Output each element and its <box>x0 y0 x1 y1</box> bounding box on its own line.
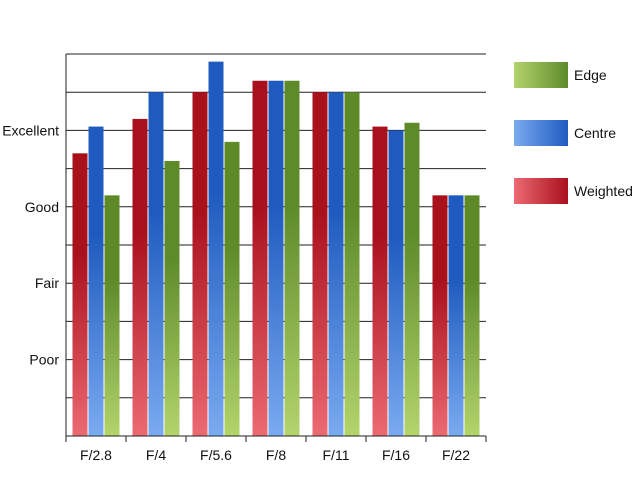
x-tick-label-f-5-6: F/5.6 <box>200 447 232 463</box>
bar-centre-f-22 <box>448 195 464 436</box>
legend-label-weighted: Weighted <box>574 183 633 199</box>
x-tick-label-f-22: F/22 <box>442 447 470 463</box>
bar-weighted-f-2-8 <box>72 153 88 436</box>
bar-edge-f-5-6 <box>224 141 240 437</box>
x-tick-label-f-4: F/4 <box>146 447 166 463</box>
bar-centre-f-16 <box>388 130 404 436</box>
legend-label-edge: Edge <box>574 67 607 83</box>
bar-centre-f-8 <box>268 80 284 437</box>
bar-edge-f-16 <box>404 122 420 436</box>
x-tick-label-f-8: F/8 <box>266 447 286 463</box>
bar-edge-f-2-8 <box>104 195 120 436</box>
bar-weighted-f-4 <box>132 118 148 436</box>
bar-weighted-f-8 <box>252 80 268 437</box>
bar-centre-f-11 <box>328 92 344 436</box>
y-tick-label-good: Good <box>25 199 59 215</box>
axes <box>65 54 487 442</box>
legend-swatch-centre <box>514 120 568 146</box>
bar-edge-f-22 <box>464 195 480 436</box>
y-tick-labels: Poor Fair Good Excellent <box>2 122 59 367</box>
x-tick-label-f-11: F/11 <box>323 447 350 463</box>
legend-label-centre: Centre <box>574 125 616 141</box>
x-tick-label-f-16: F/16 <box>382 447 410 463</box>
bar-weighted-f-5-6 <box>192 92 208 436</box>
bar-edge-f-4 <box>164 160 180 436</box>
y-tick-label-excellent: Excellent <box>2 122 59 138</box>
bars <box>72 61 480 437</box>
legend: Edge Centre Weighted <box>514 62 633 204</box>
legend-swatch-edge <box>514 62 568 88</box>
x-tick-labels: F/2.8 F/4 F/5.6 F/8 F/11 F/16 F/22 <box>80 447 470 463</box>
bar-edge-f-11 <box>344 92 360 436</box>
bar-weighted-f-22 <box>432 195 448 436</box>
bar-weighted-f-11 <box>312 92 328 436</box>
bar-weighted-f-16 <box>372 126 388 436</box>
bar-centre-f-4 <box>148 92 164 436</box>
x-tick-label-f-2-8: F/2.8 <box>80 447 112 463</box>
bar-centre-f-2-8 <box>88 126 104 436</box>
bar-centre-f-5-6 <box>208 61 224 436</box>
y-tick-label-fair: Fair <box>35 275 59 291</box>
y-tick-label-poor: Poor <box>29 352 59 368</box>
bar-edge-f-8 <box>284 80 300 437</box>
legend-swatch-weighted <box>514 178 568 204</box>
